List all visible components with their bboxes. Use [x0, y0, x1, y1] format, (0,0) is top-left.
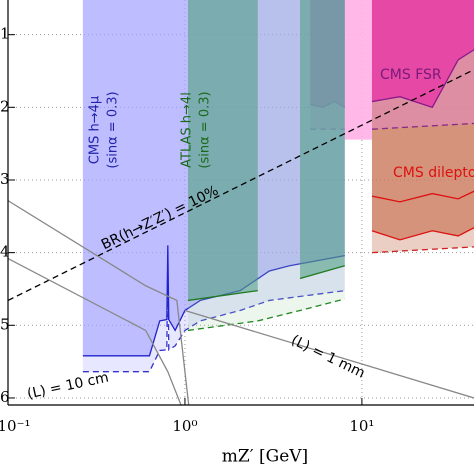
limit-line	[299, 265, 345, 280]
y-tick-label: 4	[0, 243, 10, 261]
annotation: (L) = 1 mm	[289, 332, 368, 381]
y-tick-label: 1	[0, 25, 10, 43]
annotation: ATLAS h→4l	[180, 92, 195, 168]
annotation: CMS dilepto	[393, 165, 474, 181]
limit-line	[371, 190, 474, 203]
x-axis-label: mZ′ [GeV]	[222, 447, 308, 467]
y-tick-label: 5	[0, 315, 10, 333]
annotation: (sinα = 0.3)	[198, 91, 213, 168]
excluded-region	[344, 0, 372, 140]
plot-area	[8, 0, 474, 405]
limit-line	[8, 200, 190, 405]
limit-line	[8, 257, 182, 405]
excluded-region	[187, 0, 258, 301]
limit-line	[371, 227, 474, 241]
excluded-region	[300, 0, 345, 279]
limit-line	[82, 245, 345, 357]
y-tick-label: 6	[0, 388, 10, 406]
limit-line	[371, 49, 474, 109]
limit-line	[187, 298, 345, 332]
x-tick-label: 10¹	[349, 417, 374, 435]
limit-line	[8, 69, 474, 302]
limit-line	[184, 309, 474, 399]
x-tick-label: 10⁰	[172, 417, 197, 435]
limit-line	[371, 122, 474, 130]
limit-line	[371, 246, 474, 254]
y-tick-label: 3	[0, 170, 10, 188]
excluded-region	[371, 0, 474, 108]
annotation: CMS FSR	[380, 67, 442, 83]
limit-line	[187, 289, 258, 302]
y-tick-label: 2	[0, 97, 10, 115]
limit-line	[82, 255, 345, 373]
x-tick-label: 10⁻¹	[0, 417, 31, 435]
annotation: (sinα = 0.3)	[106, 91, 121, 168]
annotation: CMS h→4μ	[88, 96, 103, 164]
